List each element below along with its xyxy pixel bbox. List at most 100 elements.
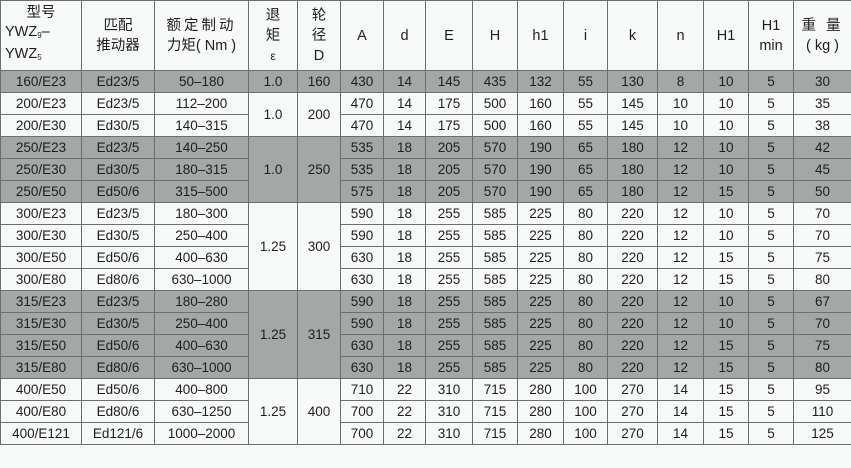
cell-H1min: 5 (748, 114, 794, 137)
cell-H1min: 5 (748, 290, 794, 313)
cell-thruster: Ed50/6 (81, 378, 155, 401)
cell-i: 80 (563, 290, 608, 313)
cell-H1min: 5 (748, 400, 794, 423)
table-row: 250/E23 Ed23/5 140–250 1.0 250 535 18 205 570 190… (0, 136, 851, 203)
cell-n: 14 (657, 422, 704, 445)
cell-thruster: Ed30/5 (81, 312, 155, 335)
cell-eps: 1.25 (248, 202, 298, 291)
cell-H: 585 (472, 268, 518, 291)
eps-line2: 矩 (265, 27, 281, 44)
cell-torque: 140–315 (154, 114, 249, 137)
cell-i: 80 (563, 334, 608, 357)
cell-k: 180 (607, 158, 658, 181)
cell-model: 315/E23 (0, 290, 82, 313)
cell-h1: 225 (517, 312, 564, 335)
cell-E: 255 (425, 246, 473, 269)
cell-weight: 35 (793, 92, 851, 115)
cell-A: 590 (340, 202, 384, 225)
header-thruster: 匹配 推动器 (81, 0, 155, 71)
header-k: k (607, 0, 658, 71)
table-row: 315/E50 Ed50/6 400–630 630 18 255 585 225 80 220 1… (0, 334, 851, 357)
cell-model: 300/E80 (0, 268, 82, 291)
cell-weight: 125 (793, 422, 851, 445)
cell-thruster: Ed50/6 (81, 334, 155, 357)
cell-H: 570 (472, 180, 518, 203)
cell-d: 18 (383, 356, 426, 379)
cell-h1: 225 (517, 290, 564, 313)
cell-torque: 180–280 (154, 290, 249, 313)
eps-line1: 退 (265, 7, 281, 24)
cell-H: 585 (472, 202, 518, 225)
cell-H1min: 5 (748, 136, 794, 159)
table-row: 400/E121 Ed121/6 1000–2000 700 22 310 715 280 10… (0, 422, 851, 445)
cell-torque: 180–315 (154, 158, 249, 181)
cell-k: 220 (607, 224, 658, 247)
cell-H1min: 5 (748, 70, 794, 93)
cell-model: 400/E80 (0, 400, 82, 423)
model-sub-a: 9 (37, 31, 42, 40)
cell-H1min: 5 (748, 312, 794, 335)
cell-n: 12 (657, 246, 704, 269)
cell-d: 22 (383, 400, 426, 423)
cell-model: 300/E50 (0, 246, 82, 269)
cell-E: 310 (425, 422, 473, 445)
cell-H1: 15 (703, 378, 749, 401)
cell-d: 18 (383, 224, 426, 247)
table-row: 160/E23 Ed23/5 50–180 1.0 160 430 14 145 435 132 5… (0, 70, 851, 93)
model-series-b: YWZ (5, 46, 38, 62)
cell-model: 315/E80 (0, 356, 82, 379)
cell-H1: 10 (703, 158, 749, 181)
cell-n: 10 (657, 114, 704, 137)
cell-H1: 10 (703, 92, 749, 115)
cell-weight: 70 (793, 224, 851, 247)
cell-n: 12 (657, 290, 704, 313)
cell-k: 220 (607, 268, 658, 291)
cell-k: 270 (607, 422, 658, 445)
cell-n: 12 (657, 158, 704, 181)
cell-H: 715 (472, 400, 518, 423)
cell-H1min: 5 (748, 202, 794, 225)
cell-H1: 15 (703, 400, 749, 423)
cell-torque: 180–300 (154, 202, 249, 225)
cell-model: 250/E23 (0, 136, 82, 159)
cell-n: 10 (657, 92, 704, 115)
cell-h1: 225 (517, 202, 564, 225)
header-n: n (657, 0, 704, 71)
cell-weight: 75 (793, 334, 851, 357)
cell-model: 250/E30 (0, 158, 82, 181)
cell-H1: 15 (703, 334, 749, 357)
header-E: E (425, 0, 473, 71)
D-line2: 径 (311, 27, 327, 44)
cell-thruster: Ed50/6 (81, 180, 155, 203)
cell-k: 220 (607, 290, 658, 313)
cell-model: 300/E30 (0, 224, 82, 247)
cell-i: 80 (563, 356, 608, 379)
cell-k: 270 (607, 378, 658, 401)
cell-torque: 140–250 (154, 136, 249, 159)
thruster-line1: 匹配 (103, 17, 133, 34)
cell-E: 175 (425, 114, 473, 137)
header-H1min: H1 min (748, 0, 794, 71)
cell-i: 100 (563, 378, 608, 401)
cell-i: 100 (563, 400, 608, 423)
cell-h1: 225 (517, 224, 564, 247)
cell-weight: 95 (793, 378, 851, 401)
cell-h1: 190 (517, 158, 564, 181)
cell-A: 430 (340, 70, 384, 93)
cell-A: 590 (340, 312, 384, 335)
cell-model: 160/E23 (0, 70, 82, 93)
cell-E: 255 (425, 334, 473, 357)
cell-H1min: 5 (748, 378, 794, 401)
cell-model: 250/E50 (0, 180, 82, 203)
cell-k: 180 (607, 180, 658, 203)
cell-E: 310 (425, 378, 473, 401)
cell-eps: 1.0 (248, 70, 298, 93)
weight-line1: 重 量 (801, 17, 844, 34)
table-row: 300/E23 Ed23/5 180–300 1.25 300 590 18 255 585 22… (0, 202, 851, 291)
cell-torque: 630–1000 (154, 268, 249, 291)
cell-n: 12 (657, 224, 704, 247)
cell-A: 700 (340, 400, 384, 423)
cell-n: 12 (657, 136, 704, 159)
header-torque: 额定制动 力矩( Nm ) (154, 0, 249, 71)
